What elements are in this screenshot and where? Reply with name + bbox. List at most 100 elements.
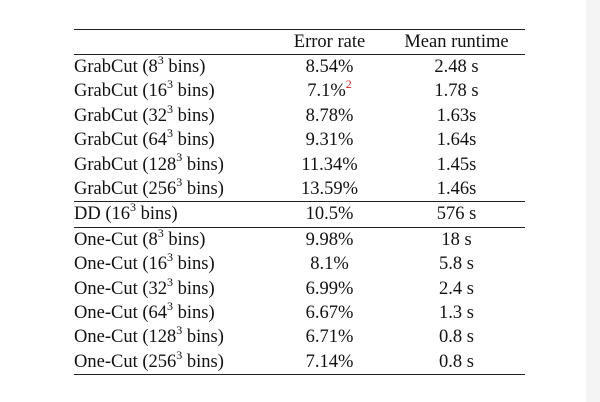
method-cell: GrabCut (83 bins) — [74, 52, 271, 80]
error-rate-value: 11.34% — [301, 154, 358, 175]
mean-runtime-cell: 1.45s — [436, 154, 477, 175]
error-rate-value: 10.5% — [305, 204, 354, 225]
error-rate-value: 7.1% — [307, 81, 346, 102]
table-row: GrabCut (2563 bins) 13.59% 1.46s — [74, 174, 525, 202]
method-cell: GrabCut (2563 bins) — [74, 174, 271, 202]
method-suffix: bins) — [136, 204, 178, 225]
table-row: One-Cut (1283 bins) 6.71% 0.8 s — [74, 323, 525, 349]
error-rate-value: 6.67% — [305, 303, 354, 324]
error-rate-cell: 7.1%2 — [271, 77, 388, 103]
mean-runtime-cell: 576 s — [388, 201, 525, 228]
results-table: Error rate Mean runtime GrabCut (83 bins… — [74, 29, 525, 376]
mean-runtime-cell: 2.4 s — [439, 278, 474, 299]
method-cell: One-Cut (323 bins) — [74, 274, 271, 301]
method-suffix: bins) — [173, 278, 215, 299]
error-rate-cell: 11.34% — [271, 153, 388, 177]
error-rate-value: 9.31% — [305, 130, 354, 151]
method-label: One-Cut (256 — [74, 351, 177, 372]
method-label: GrabCut (256 — [74, 179, 177, 200]
method-cell: DD (163 bins) — [74, 200, 271, 228]
error-rate-value: 8.54% — [305, 57, 354, 77]
bin-exponent: 3 — [176, 347, 183, 362]
bin-exponent: 3 — [157, 225, 164, 240]
header-method — [74, 29, 271, 55]
error-rate-cell: 9.31% — [271, 128, 388, 152]
error-rate-cell: 6.67% — [271, 301, 388, 325]
bin-exponent: 3 — [167, 77, 173, 92]
table-row: One-Cut (83 bins) 9.98% 18 s — [74, 225, 525, 253]
method-label: GrabCut (32 — [74, 105, 167, 126]
bin-exponent: 3 — [157, 52, 164, 67]
method-suffix: bins) — [173, 254, 215, 275]
table-row: GrabCut (83 bins) 8.54% 2.48 s — [74, 52, 525, 80]
method-cell: One-Cut (643 bins) — [74, 298, 271, 325]
footnote-marker[interactable]: 2 — [345, 77, 352, 92]
method-suffix: bins) — [182, 179, 224, 200]
mean-runtime-cell: 1.78 s — [434, 81, 479, 102]
method-suffix: bins) — [182, 351, 224, 372]
bin-exponent: 3 — [130, 200, 137, 215]
method-cell: One-Cut (1283 bins) — [74, 323, 271, 349]
method-cell: One-Cut (163 bins) — [74, 250, 271, 276]
header-mean-runtime: Mean runtime — [388, 29, 525, 55]
method-label: DD (16 — [74, 204, 131, 225]
mean-runtime-cell: 0.8 s — [439, 327, 474, 348]
bin-exponent: 3 — [167, 274, 173, 289]
method-cell: GrabCut (163 bins) — [74, 77, 271, 103]
mean-runtime-cell: 18 s — [388, 226, 525, 253]
bin-exponent: 3 — [176, 150, 183, 165]
mean-runtime-cell: 1.46s — [436, 179, 477, 200]
error-rate-value: 13.59% — [300, 179, 359, 200]
method-suffix: bins) — [173, 81, 215, 102]
mean-runtime-cell: 5.8 s — [439, 254, 474, 275]
method-label: GrabCut (64 — [74, 130, 167, 151]
mean-runtime-cell: 1.3 s — [439, 303, 474, 324]
method-cell: GrabCut (323 bins) — [74, 101, 271, 128]
method-cell: GrabCut (643 bins) — [74, 126, 271, 152]
bin-exponent: 3 — [167, 101, 173, 116]
error-rate-cell: 8.1% — [271, 252, 388, 276]
table-row: One-Cut (163 bins) 8.1% 5.8 s — [74, 250, 525, 276]
method-suffix: bins) — [173, 303, 215, 324]
table-row: GrabCut (163 bins) 7.1%2 1.78 s — [74, 77, 525, 103]
method-label: One-Cut (16 — [74, 254, 167, 275]
method-label: GrabCut (16 — [74, 81, 167, 102]
mean-runtime-cell: 1.64s — [436, 130, 477, 151]
method-label: GrabCut (128 — [74, 154, 177, 175]
bin-exponent: 3 — [167, 250, 173, 265]
table-row: One-Cut (2563 bins) 7.14% 0.8 s — [74, 347, 525, 376]
error-rate-value: 6.99% — [305, 278, 354, 299]
method-label: One-Cut (32 — [74, 278, 167, 299]
error-rate-cell: 7.14% — [271, 349, 388, 376]
method-label: One-Cut (8 — [74, 229, 158, 250]
error-rate-cell: 6.71% — [271, 325, 388, 349]
error-rate-cell: 9.98% — [271, 226, 388, 253]
bin-exponent: 3 — [176, 323, 183, 338]
error-rate-cell: 6.99% — [271, 277, 388, 301]
error-rate-value: 7.14% — [305, 351, 354, 372]
method-cell: GrabCut (1283 bins) — [74, 150, 271, 177]
method-cell: One-Cut (83 bins) — [74, 225, 271, 253]
table-header: Error rate Mean runtime — [74, 29, 525, 55]
method-label: One-Cut (128 — [74, 327, 177, 348]
table-row: GrabCut (643 bins) 9.31% 1.64s — [74, 126, 525, 152]
method-suffix: bins) — [173, 130, 215, 151]
table-row: DD (163 bins) 10.5% 576 s — [74, 200, 525, 228]
mean-runtime-cell: 0.8 s — [388, 349, 525, 376]
method-label: GrabCut (8 — [74, 57, 158, 77]
mean-runtime-cell: 1.63s — [436, 105, 477, 126]
bin-exponent: 3 — [167, 126, 173, 141]
page-edge-shade — [586, 0, 600, 402]
table-body: GrabCut (83 bins) 8.54% 2.48 s GrabCut (163… — [74, 52, 525, 376]
method-suffix: bins) — [163, 229, 206, 250]
method-suffix: bins) — [182, 327, 224, 348]
error-rate-value: 6.71% — [305, 327, 354, 348]
error-rate-cell: 10.5% — [271, 201, 388, 228]
method-suffix: bins) — [163, 57, 206, 77]
error-rate-cell: 13.59% — [271, 177, 388, 202]
bin-exponent: 3 — [176, 174, 183, 189]
bin-exponent: 3 — [167, 298, 173, 313]
table-row: GrabCut (1283 bins) 11.34% 1.45s — [74, 150, 525, 177]
error-rate-cell: 8.78% — [271, 104, 388, 128]
error-rate-cell: 8.54% — [271, 55, 388, 80]
